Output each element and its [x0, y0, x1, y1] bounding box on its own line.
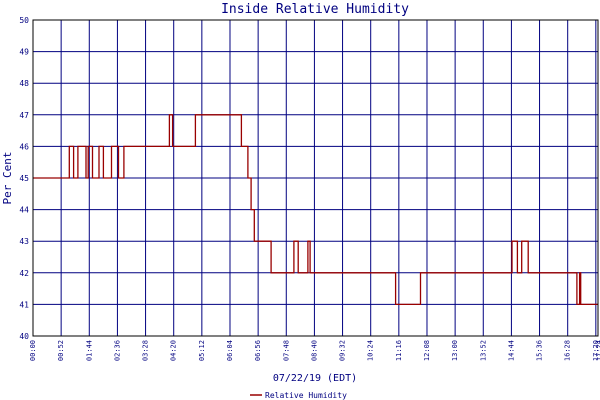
- legend-label: Relative Humidity: [265, 391, 347, 400]
- y-tick-label: 49: [19, 48, 29, 57]
- y-tick-label: 50: [19, 16, 29, 25]
- x-tick-labels: 00:00 00:52 01:44 02:36 03:28 04:20 05:12 06:04…: [29, 340, 600, 361]
- x-tick-label: 06:04: [226, 340, 234, 361]
- y-tick-label: 42: [19, 269, 29, 278]
- x-tick-label: 03:28: [142, 340, 150, 361]
- y-axis-label: Per Cent: [1, 152, 14, 205]
- series-layer: [33, 114, 598, 306]
- y-tick-label: 40: [19, 332, 29, 341]
- y-tick-labels: 40 41 42 43 44 45 46 47 48 49 50: [19, 16, 29, 341]
- x-tick-label: 00:00: [29, 340, 37, 361]
- plot-frame: [32, 19, 599, 337]
- y-tick-label: 45: [19, 174, 29, 183]
- x-tick-label: 14:44: [507, 340, 515, 361]
- x-tick-label: 06:56: [254, 340, 262, 361]
- y-tick-label: 43: [19, 237, 29, 246]
- x-tick-label: 11:16: [395, 340, 403, 361]
- series-line-0: [33, 114, 598, 306]
- x-tick-label: 13:00: [451, 340, 459, 361]
- x-axis-label: 07/22/19 (EDT): [273, 373, 357, 384]
- x-tick-label: 08:40: [310, 340, 318, 361]
- x-tick-label: 12:08: [423, 340, 431, 361]
- x-tick-label: 05:12: [198, 340, 206, 361]
- y-tick-label: 46: [19, 142, 29, 151]
- x-tick-label: 17:24: [595, 340, 600, 361]
- x-tick-label: 13:52: [479, 340, 487, 361]
- legend: Relative Humidity: [250, 391, 347, 400]
- x-tick-label: 17:20: [592, 340, 600, 361]
- y-tick-label: 44: [19, 206, 29, 215]
- x-tick-label: 16:28: [564, 340, 572, 361]
- chart-title: Inside Relative Humidity: [221, 2, 409, 17]
- y-tick-label: 41: [19, 300, 29, 309]
- x-tick-label: 02:36: [113, 340, 121, 361]
- y-tick-label: 48: [19, 79, 29, 88]
- x-tick-label: 07:48: [282, 340, 290, 361]
- x-tick-label: 09:32: [339, 340, 347, 361]
- x-tick-label: 04:20: [170, 340, 178, 361]
- x-tick-label: 10:24: [367, 340, 375, 361]
- x-tick-label: 00:52: [57, 340, 65, 361]
- x-tick-label: 15:36: [536, 340, 544, 361]
- y-tick-label: 47: [19, 111, 29, 120]
- x-tick-label: 01:44: [85, 340, 93, 361]
